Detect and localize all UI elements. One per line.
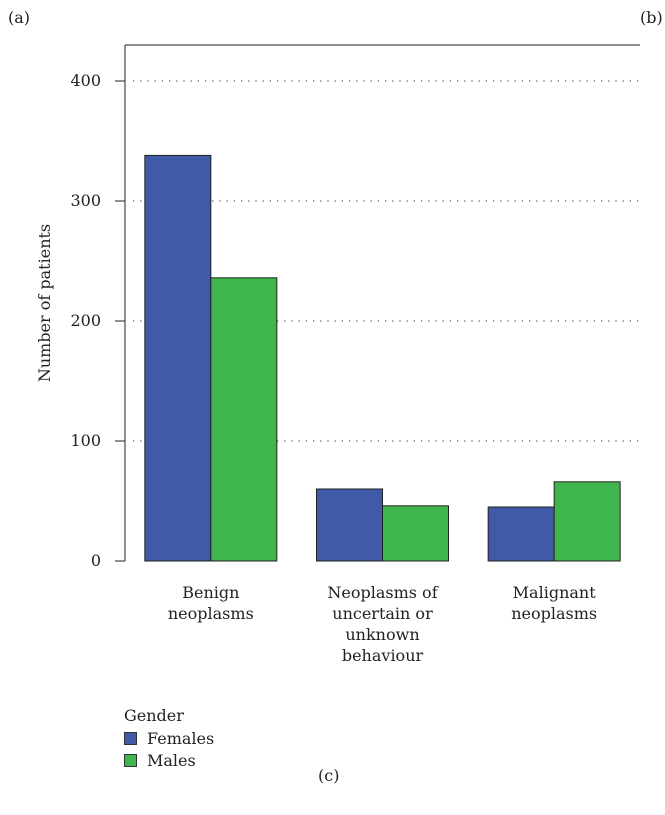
x-category-label-line: behaviour	[342, 646, 424, 665]
legend-label-males: Males	[147, 750, 196, 770]
bar-chart: 0 100 200 300 400 Number of patients Benign neo…	[35, 44, 640, 665]
x-category-label-1: Neoplasms of uncertain or unknown behaviour	[327, 583, 438, 665]
legend-title: Gender	[124, 706, 184, 725]
y-tick-label-300: 300	[70, 191, 101, 210]
panel-label-b: (b)	[640, 8, 663, 27]
y-tick-label-200: 200	[70, 311, 101, 330]
bar-males-2	[553, 481, 621, 562]
legend-swatch-males	[124, 753, 137, 767]
bar-females-0	[144, 154, 212, 562]
legend-swatch-females	[124, 731, 137, 745]
x-category-label-line: uncertain or	[332, 604, 433, 623]
x-category-label-line: Benign	[182, 583, 239, 602]
bar-females-1	[316, 488, 383, 562]
legend-item-males: Males	[124, 749, 214, 771]
y-axis-label: Number of patients	[35, 224, 54, 382]
x-category-label-line: neoplasms	[168, 604, 254, 623]
y-tick-label-100: 100	[70, 431, 101, 450]
x-category-label-line: Neoplasms of	[327, 583, 438, 602]
x-category-label-line: unknown	[345, 625, 419, 644]
legend: Gender Females Males	[124, 706, 214, 771]
x-category-label-line: Malignant	[513, 583, 597, 602]
bar-females-2	[487, 506, 555, 562]
bar-males-1	[382, 505, 449, 562]
x-category-label-0: Benign neoplasms	[168, 583, 254, 623]
x-category-label-2: Malignant neoplasms	[511, 583, 597, 623]
y-tick-label-400: 400	[70, 71, 101, 90]
panel-label-a: (a)	[8, 8, 31, 27]
x-category-label-line: neoplasms	[511, 604, 597, 623]
y-tick-label-0: 0	[91, 551, 101, 570]
legend-item-females: Females	[124, 727, 214, 749]
panel-label-c: (c)	[318, 766, 340, 785]
bar-males-0	[210, 277, 278, 562]
legend-label-females: Females	[147, 728, 215, 748]
